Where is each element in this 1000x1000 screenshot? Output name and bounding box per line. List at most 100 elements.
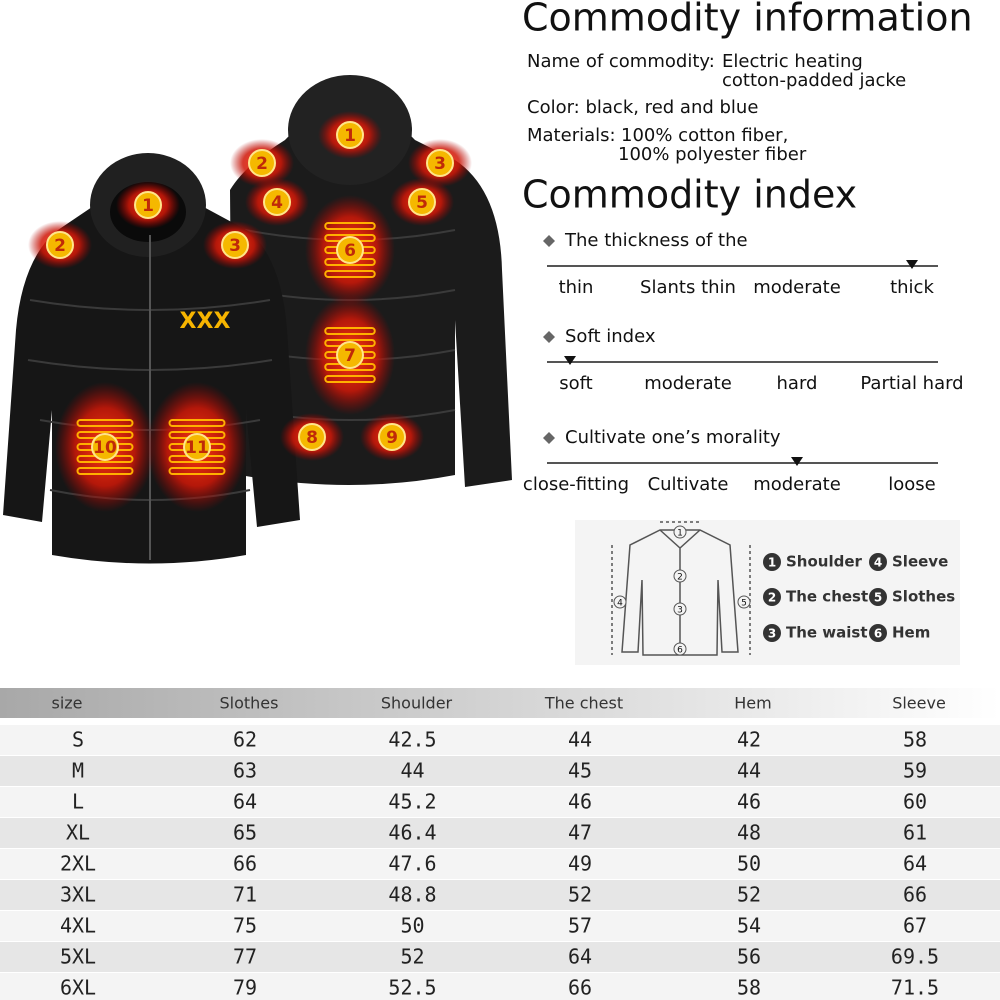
zone-number: 2 [256,154,268,174]
table-cell: 71 [233,883,257,907]
table-cell: 44 [568,728,592,752]
materials-value: 100% cotton fiber, [621,125,788,146]
table-cell: 61 [903,821,927,845]
table-cell: 4XL [60,914,96,938]
table-cell: 52 [737,883,761,907]
table-cell: 66 [568,976,592,1000]
table-cell: 44 [737,759,761,783]
zone-number: 2 [54,236,66,256]
table-cell: L [72,790,84,814]
name-label: Name of commodity: [527,51,715,72]
table-row-bg [0,942,1000,972]
zone-number: 1 [344,126,356,146]
diagram-marker-number: 6 [677,646,683,656]
table-header-cell: Slothes [220,694,279,713]
zone-number: 3 [434,154,446,174]
scale-name: The thickness of the [564,230,748,251]
zone-number: 4 [271,193,283,213]
diagram-marker-number: 4 [617,599,623,609]
table-cell: 58 [903,728,927,752]
zone-number: 10 [93,438,117,458]
zone-badge [336,236,364,264]
table-row-bg [0,818,1000,848]
table-cell: 48.8 [388,883,436,907]
table-header-cell: Sleeve [892,694,946,713]
table-cell: 2XL [60,852,96,876]
table-cell: 62 [233,728,257,752]
scale-level: thin [559,277,594,298]
scale-level: soft [559,373,592,394]
table-cell: 46.4 [388,821,436,845]
table-cell: 42.5 [388,728,436,752]
diagram-marker [673,642,687,656]
table-row-bg [0,787,1000,817]
zone-badge [46,231,74,259]
legend-label: Hem [892,624,930,642]
legend-badge [763,624,781,642]
table-cell: 46 [568,790,592,814]
zone-number: 9 [386,428,398,448]
table-header-cell: Shoulder [381,694,453,713]
table-row-bg [0,756,1000,786]
legend-badge [869,588,887,606]
diagram-marker [673,525,687,539]
bullet [543,432,555,444]
diagram-marker-number: 1 [677,529,683,539]
table-cell: 45 [568,759,592,783]
table-cell: 52 [400,945,424,969]
table-cell: XL [66,821,90,845]
legend-badge [869,553,887,571]
zone-badge [378,423,406,451]
table-cell: 69.5 [891,945,939,969]
info-title: Commodity information [522,0,973,40]
diagram-marker [737,595,751,609]
table-cell: 77 [233,945,257,969]
legend-number: 2 [768,591,776,605]
table-row-bg [0,911,1000,941]
zone-badge [263,188,291,216]
legend-number: 1 [768,556,776,570]
heat-stripe [76,467,134,475]
legend-badge [869,624,887,642]
table-cell: 47.6 [388,852,436,876]
table-row-bg [0,880,1000,910]
table-cell: 46 [737,790,761,814]
zone-number: 8 [306,428,318,448]
scale-name: Soft index [565,326,656,347]
zone-badge [134,191,162,219]
zone-badge [183,433,211,461]
zone-badge [221,231,249,259]
table-cell: 75 [233,914,257,938]
zone-badge [336,341,364,369]
table-cell: 52.5 [388,976,436,1000]
legend-number: 5 [874,591,882,605]
name-value: cotton-padded jacke [722,70,906,91]
legend-number: 4 [874,556,882,570]
scale-level: moderate [753,474,841,495]
legend-label: The waist [786,624,868,642]
zone-number: 7 [344,346,356,366]
zone-badge [298,423,326,451]
zone-number: 1 [142,196,154,216]
table-cell: 56 [737,945,761,969]
diagram-marker-number: 5 [741,599,747,609]
table-cell: 6XL [60,976,96,1000]
bullet [543,331,555,343]
zone-number: 5 [416,193,428,213]
table-cell: 47 [568,821,592,845]
zone-badge [336,121,364,149]
legend-number: 3 [768,627,776,641]
table-row-bg [0,973,1000,1000]
table-cell: 50 [737,852,761,876]
table-cell: 71.5 [891,976,939,1000]
zone-badge [91,433,119,461]
table-header-cell: The chest [544,694,623,713]
table-cell: 79 [233,976,257,1000]
table-row-bg [0,849,1000,879]
scale-level: moderate [753,277,841,298]
diagram-marker-number: 3 [677,606,683,616]
table-cell: 59 [903,759,927,783]
table-cell: 66 [233,852,257,876]
zone-badge [426,149,454,177]
